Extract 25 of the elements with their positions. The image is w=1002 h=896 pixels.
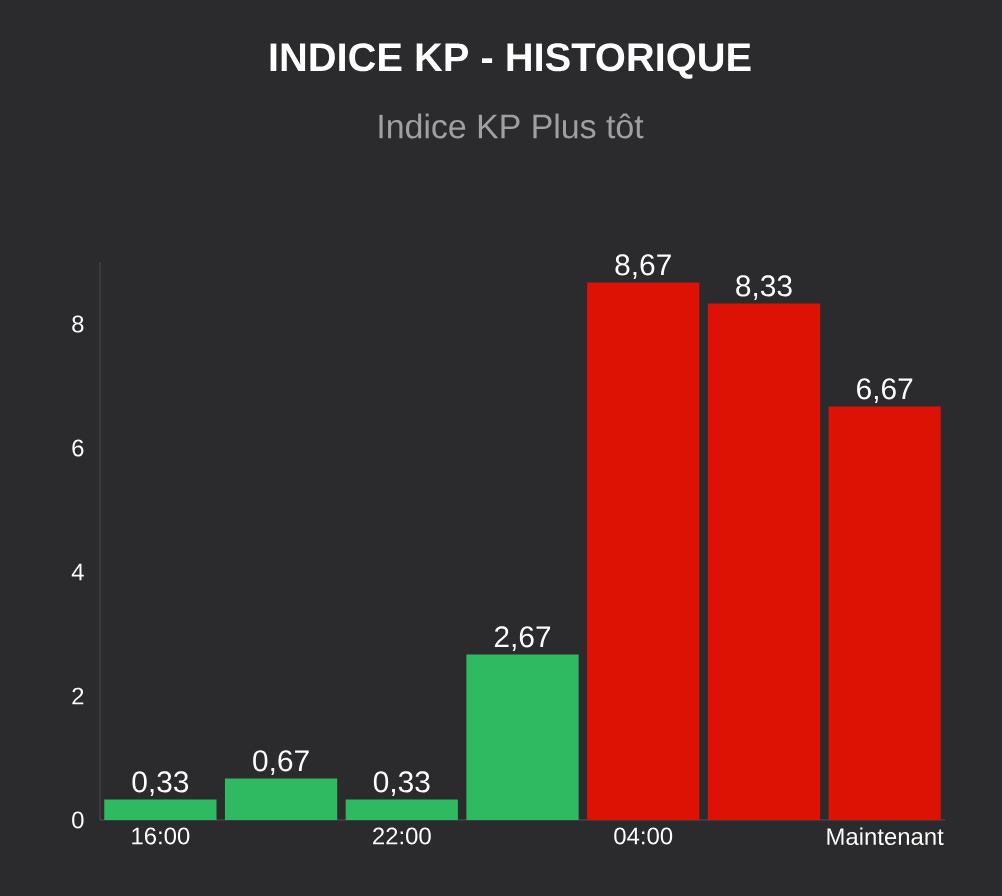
data-label: 8,33 <box>736 275 792 301</box>
data-label: 2,67 <box>494 626 551 651</box>
chart-subtitle: Indice KP Plus tôt <box>379 113 644 139</box>
bar <box>224 778 338 820</box>
data-label: 0,33 <box>373 771 430 797</box>
y-tick-label: 4 <box>71 563 84 581</box>
bar <box>345 799 458 820</box>
chart-title: INDICE KP - HISTORIQUE <box>270 43 751 79</box>
y-tick-label: 8 <box>72 315 84 333</box>
x-tick-label: 16:00 <box>132 827 190 845</box>
x-tick-label: 22:00 <box>373 827 431 845</box>
bar <box>707 303 821 820</box>
bar <box>104 799 217 820</box>
y-tick-label: 0 <box>72 811 84 829</box>
y-tick-label: 6 <box>72 439 84 457</box>
bar <box>828 406 941 820</box>
data-label: 0,33 <box>132 771 189 797</box>
x-tick-label: 04:00 <box>614 827 673 845</box>
data-label: 8,67 <box>615 254 671 279</box>
y-tick-label: 2 <box>72 687 84 705</box>
x-tick-label: Maintenant <box>827 827 944 846</box>
bar <box>466 654 579 820</box>
data-label: 0,67 <box>253 750 309 775</box>
bar <box>587 282 700 820</box>
data-label: 6,67 <box>857 378 913 403</box>
